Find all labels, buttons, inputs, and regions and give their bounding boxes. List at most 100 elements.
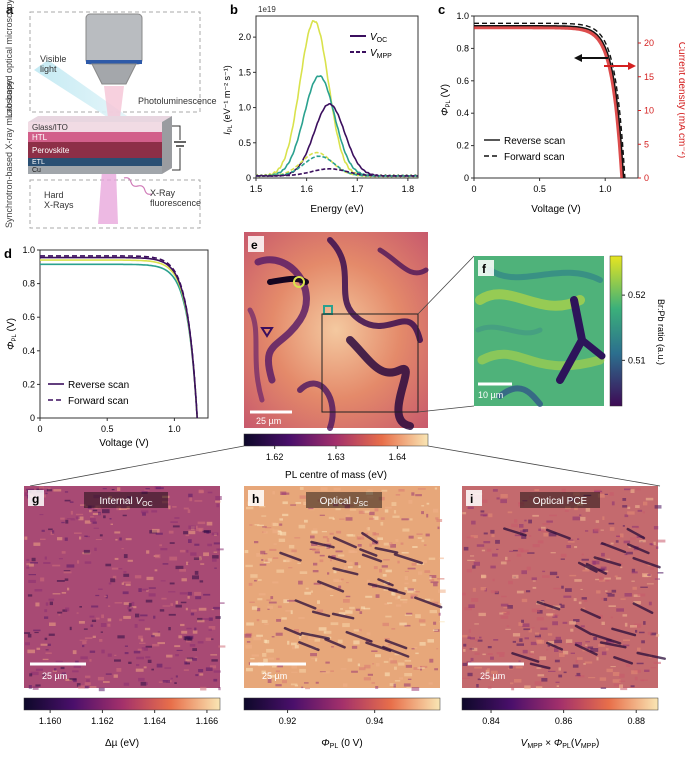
h-cbar-ticks-label: 0.94: [366, 716, 384, 726]
panel-g: g Internal VOC 25 µm 1.160 1.162 1.164 1.16…: [23, 486, 226, 749]
hard-xrays-label: Hard X-Rays: [44, 190, 74, 210]
c-xtick-label: 1.0: [599, 184, 612, 194]
sync-label: Synchrotron-based X-ray microscopy: [4, 79, 14, 228]
b-xtick-label: 1.6: [300, 184, 313, 194]
fluorescence-wave: [123, 177, 152, 195]
zoom-box: [321, 313, 419, 413]
d-reverse-line: [40, 256, 198, 419]
b-ytick-label: 1.0: [238, 103, 251, 113]
legend-voc: VOC: [370, 32, 387, 44]
panel-d-xlabel: Voltage (V): [99, 438, 148, 449]
map-e-scale-label: 25 µm: [256, 416, 281, 426]
panel-i: i Optical PCE 25 µm 0.84 0.86 0.88 VMPP × …: [461, 486, 666, 750]
map-h-texture: [244, 486, 446, 691]
map-h-title: Optical JSC: [320, 496, 369, 508]
d-ytick-label: 1.0: [22, 245, 35, 255]
c-ytick-label: 0: [464, 173, 469, 183]
c-ytick-label: 0.6: [456, 76, 469, 86]
d-xtick-label: 1.0: [168, 424, 181, 434]
panel-d-ylabel: ΦPL (V): [6, 318, 18, 350]
panel-b-xlabel: Energy (eV): [310, 204, 363, 215]
b-series-yellow-voc: [255, 20, 418, 178]
cbar-h-ticks: 0.92 0.94: [279, 710, 384, 726]
d-ytick-label: 0.6: [22, 312, 35, 322]
pl-beam: [104, 86, 124, 118]
panel-c-ticks: 0 0.5 1.0 0 0.2 0.4 0.6 0.8 1.0 0 5 10 15 20: [456, 11, 654, 194]
g-cbar-ticks-label: 1.164: [143, 716, 166, 726]
b-series-teal-vmpp: [255, 155, 418, 177]
b-ytick-label: 0.5: [238, 138, 251, 148]
panel-b: b 1e19 1.5 1.6 1.7 1.8 0 0.5 1.0 1.5 2.0 VOC VMP…: [222, 2, 419, 215]
map-i-scale-label: 25 µm: [480, 671, 505, 681]
legend-vmpp: VMPP: [370, 48, 392, 60]
g-cbar-ticks-label: 1.162: [91, 716, 114, 726]
jv-red-band: [474, 25, 625, 179]
d-teal-line: [40, 263, 198, 419]
cbar-g-label: Δµ (eV): [105, 738, 139, 749]
map-g-scale-label: 25 µm: [42, 671, 67, 681]
panel-b-exponent: 1e19: [258, 5, 276, 14]
cbar-i-ticks: 0.84 0.86 0.88: [482, 710, 645, 726]
panel-c-axes: [473, 15, 639, 179]
panel-d: d 0 0.5 1.0 0 0.2 0.4 0.6 0.8 1.0 Reverse scan F…: [4, 245, 209, 449]
visible-light-label: Visible light: [40, 54, 66, 74]
panel-e: e 25 µm 1.62 1.63 1.64 PL centre of mass (…: [29, 232, 661, 487]
map-f-scale-label: 10 µm: [478, 390, 503, 400]
panel-f-letter: f: [482, 262, 487, 276]
d-forward-line: [40, 255, 198, 419]
map-f-texture: [475, 267, 606, 407]
layer-glass: Glass/ITO: [32, 123, 68, 132]
d-yellow-line: [40, 259, 198, 419]
cbar-h-label: ΦPL (0 V): [321, 738, 362, 750]
panel-b-letter: b: [230, 2, 238, 17]
panel-c-xlabel: Voltage (V): [531, 204, 580, 215]
h-cbar-ticks-label: 0.92: [279, 716, 297, 726]
b-xtick-label: 1.8: [402, 184, 415, 194]
c-xtick-label: 0.5: [533, 184, 546, 194]
panel-c-letter: c: [438, 2, 445, 17]
objective-band: [86, 60, 142, 64]
layer-perovskite: Perovskite: [32, 146, 70, 155]
cbar-g: [23, 697, 221, 711]
lab-label: Lab-based optical microscopy: [4, 0, 14, 118]
b-ytick-label: 2.0: [238, 32, 251, 42]
marker-circle: [293, 276, 305, 288]
d-xtick-label: 0.5: [101, 424, 114, 434]
panel-e-letter: e: [251, 238, 258, 252]
map-i-texture: [462, 488, 666, 691]
map-g-texture: [24, 486, 226, 692]
panel-a: a Lab-based optical microscopy Synchrotr…: [4, 0, 217, 229]
b-ytick-label: 1.5: [238, 67, 251, 77]
d-legend-rev: Reverse scan: [68, 380, 129, 391]
b-series-yellow-vmpp: [255, 151, 418, 177]
map-h-scale-label: 25 µm: [262, 671, 287, 681]
panel-h-letter: h: [252, 492, 259, 506]
d-ytick-label: 0.4: [22, 346, 35, 356]
panel-c-ylabel: ΦPL (V): [440, 84, 452, 116]
b-xtick-label: 1.7: [351, 184, 364, 194]
c-reverse-line: [474, 25, 625, 179]
xray-beam: [98, 170, 118, 224]
b-series-teal-voc: [255, 74, 418, 178]
panel-d-axes: [39, 249, 209, 419]
cbar-h: [243, 697, 441, 711]
panel-d-ticks: 0 0.5 1.0 0 0.2 0.4 0.6 0.8 1.0: [22, 245, 180, 434]
device-stack: Glass/ITO HTL Perovskite ETL Cu: [28, 116, 186, 174]
map-g-title: Internal VOC: [99, 496, 152, 508]
cbar-f-ticks: 0.52 0.51: [622, 290, 646, 365]
marker-triangle: [260, 327, 274, 338]
c-forward-line: [474, 22, 626, 179]
xray-fluor-label: X-Ray fluorescence: [150, 188, 201, 208]
e-cbar-ticks-label: 1.64: [389, 452, 407, 462]
panel-a-letter: a: [6, 2, 14, 17]
panel-b-axes: [255, 15, 419, 179]
i-cbar-ticks-label: 0.88: [627, 716, 645, 726]
c-ytick-label: 1.0: [456, 11, 469, 21]
panel-b-ylabel: IPL (eV⁻¹ m⁻² s⁻¹): [222, 65, 234, 135]
panel-h: h Optical JSC 25 µm 0.92 0.94 ΦPL (0 V): [243, 486, 446, 750]
g-cbar-ticks-label: 1.160: [39, 716, 62, 726]
b-xtick-label: 1.5: [250, 184, 263, 194]
objective-tip: [91, 63, 137, 85]
b-ytick-label: 0: [246, 173, 251, 183]
b-series-purple-vmpp: [255, 168, 418, 177]
